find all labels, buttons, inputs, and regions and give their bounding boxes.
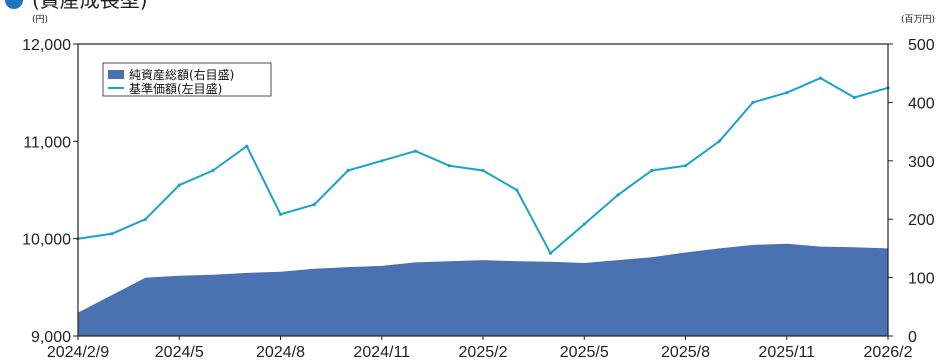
nav-point — [447, 164, 451, 168]
nav-point — [751, 100, 755, 104]
x-tick-label: 2024/2/9 — [47, 344, 109, 361]
nav-point — [110, 232, 114, 236]
nav-point — [852, 95, 856, 100]
nav-point — [481, 168, 485, 173]
nav-point — [616, 193, 620, 197]
title-dot-icon — [5, 0, 23, 9]
nav-point — [211, 168, 215, 173]
nav-point — [177, 183, 181, 187]
right-tick-label: 500 — [908, 37, 935, 54]
nav-point — [413, 149, 418, 153]
left-unit-label: (円) — [32, 14, 48, 25]
left-tick-label: 11,000 — [23, 134, 71, 151]
x-tick-label: 2025/11 — [758, 344, 815, 361]
legend-area-swatch — [108, 70, 124, 79]
nav-point — [582, 222, 586, 226]
nav-point — [380, 159, 384, 163]
x-tick-label: 2025/5 — [560, 344, 609, 361]
left-tick-label: 10,000 — [22, 232, 71, 249]
right-tick-label: 200 — [908, 212, 935, 229]
x-tick-label: 2025/2 — [459, 344, 508, 361]
x-tick-label: 2024/11 — [353, 344, 410, 361]
nav-point — [143, 217, 148, 221]
legend-line-label: 基準価額(左目盛) — [129, 81, 222, 96]
right-tick-label: 0 — [908, 329, 917, 346]
nav-line — [77, 77, 889, 255]
left-tick-label: 9,000 — [31, 329, 71, 346]
nav-point — [548, 251, 553, 255]
nav-point — [312, 203, 316, 207]
x-tick-label: 2024/8 — [256, 344, 305, 361]
nav-point — [818, 76, 823, 80]
chart-title: (資産成長型) — [32, 0, 148, 12]
legend-area-label: 純資産総額(右目盛) — [129, 67, 234, 82]
x-tick-label: 2025/8 — [661, 344, 710, 361]
net-assets-area — [78, 243, 888, 336]
nav-point — [245, 144, 249, 148]
right-tick-label: 100 — [908, 271, 935, 288]
nav-point — [278, 212, 283, 216]
plot-area — [76, 76, 890, 336]
nav-point — [785, 91, 789, 95]
nav-point — [717, 139, 721, 143]
right-tick-label: 300 — [908, 154, 935, 171]
axis-ticks: 9,000 10,000 11,000 12,000 0 100 200 300 400 500 2… — [22, 37, 935, 361]
nav-point — [650, 168, 654, 173]
nav-point — [683, 164, 688, 168]
nav-point — [346, 168, 350, 173]
right-unit-label: (百万円) — [901, 14, 935, 25]
x-tick-label: 2026/2 — [864, 344, 913, 361]
x-tick-label: 2024/5 — [155, 344, 204, 361]
legend: 純資産総額(右目盛) 基準価額(左目盛) — [102, 62, 272, 97]
left-tick-label: 12,000 — [22, 37, 71, 54]
legend-box — [102, 62, 272, 97]
right-tick-label: 400 — [908, 95, 935, 112]
nav-point — [515, 188, 519, 192]
